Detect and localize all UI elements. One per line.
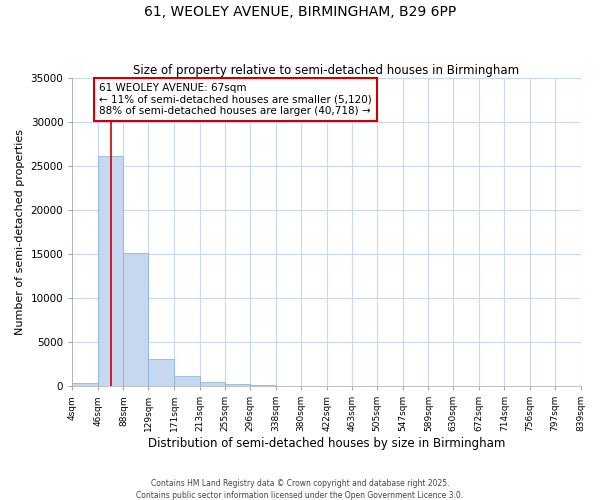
Bar — [124, 253, 148, 386]
Bar — [250, 385, 275, 386]
Bar — [200, 382, 225, 386]
Text: 61 WEOLEY AVENUE: 67sqm
← 11% of semi-detached houses are smaller (5,120)
88% of: 61 WEOLEY AVENUE: 67sqm ← 11% of semi-de… — [99, 83, 372, 116]
Bar — [148, 359, 174, 386]
Text: Contains HM Land Registry data © Crown copyright and database right 2025.
Contai: Contains HM Land Registry data © Crown c… — [136, 478, 464, 500]
Text: 61, WEOLEY AVENUE, BIRMINGHAM, B29 6PP: 61, WEOLEY AVENUE, BIRMINGHAM, B29 6PP — [144, 5, 456, 19]
X-axis label: Distribution of semi-detached houses by size in Birmingham: Distribution of semi-detached houses by … — [148, 437, 505, 450]
Y-axis label: Number of semi-detached properties: Number of semi-detached properties — [15, 129, 25, 335]
Bar — [174, 376, 200, 386]
Bar — [225, 384, 250, 386]
Bar — [98, 156, 124, 386]
Title: Size of property relative to semi-detached houses in Birmingham: Size of property relative to semi-detach… — [133, 64, 520, 77]
Bar — [73, 382, 98, 386]
